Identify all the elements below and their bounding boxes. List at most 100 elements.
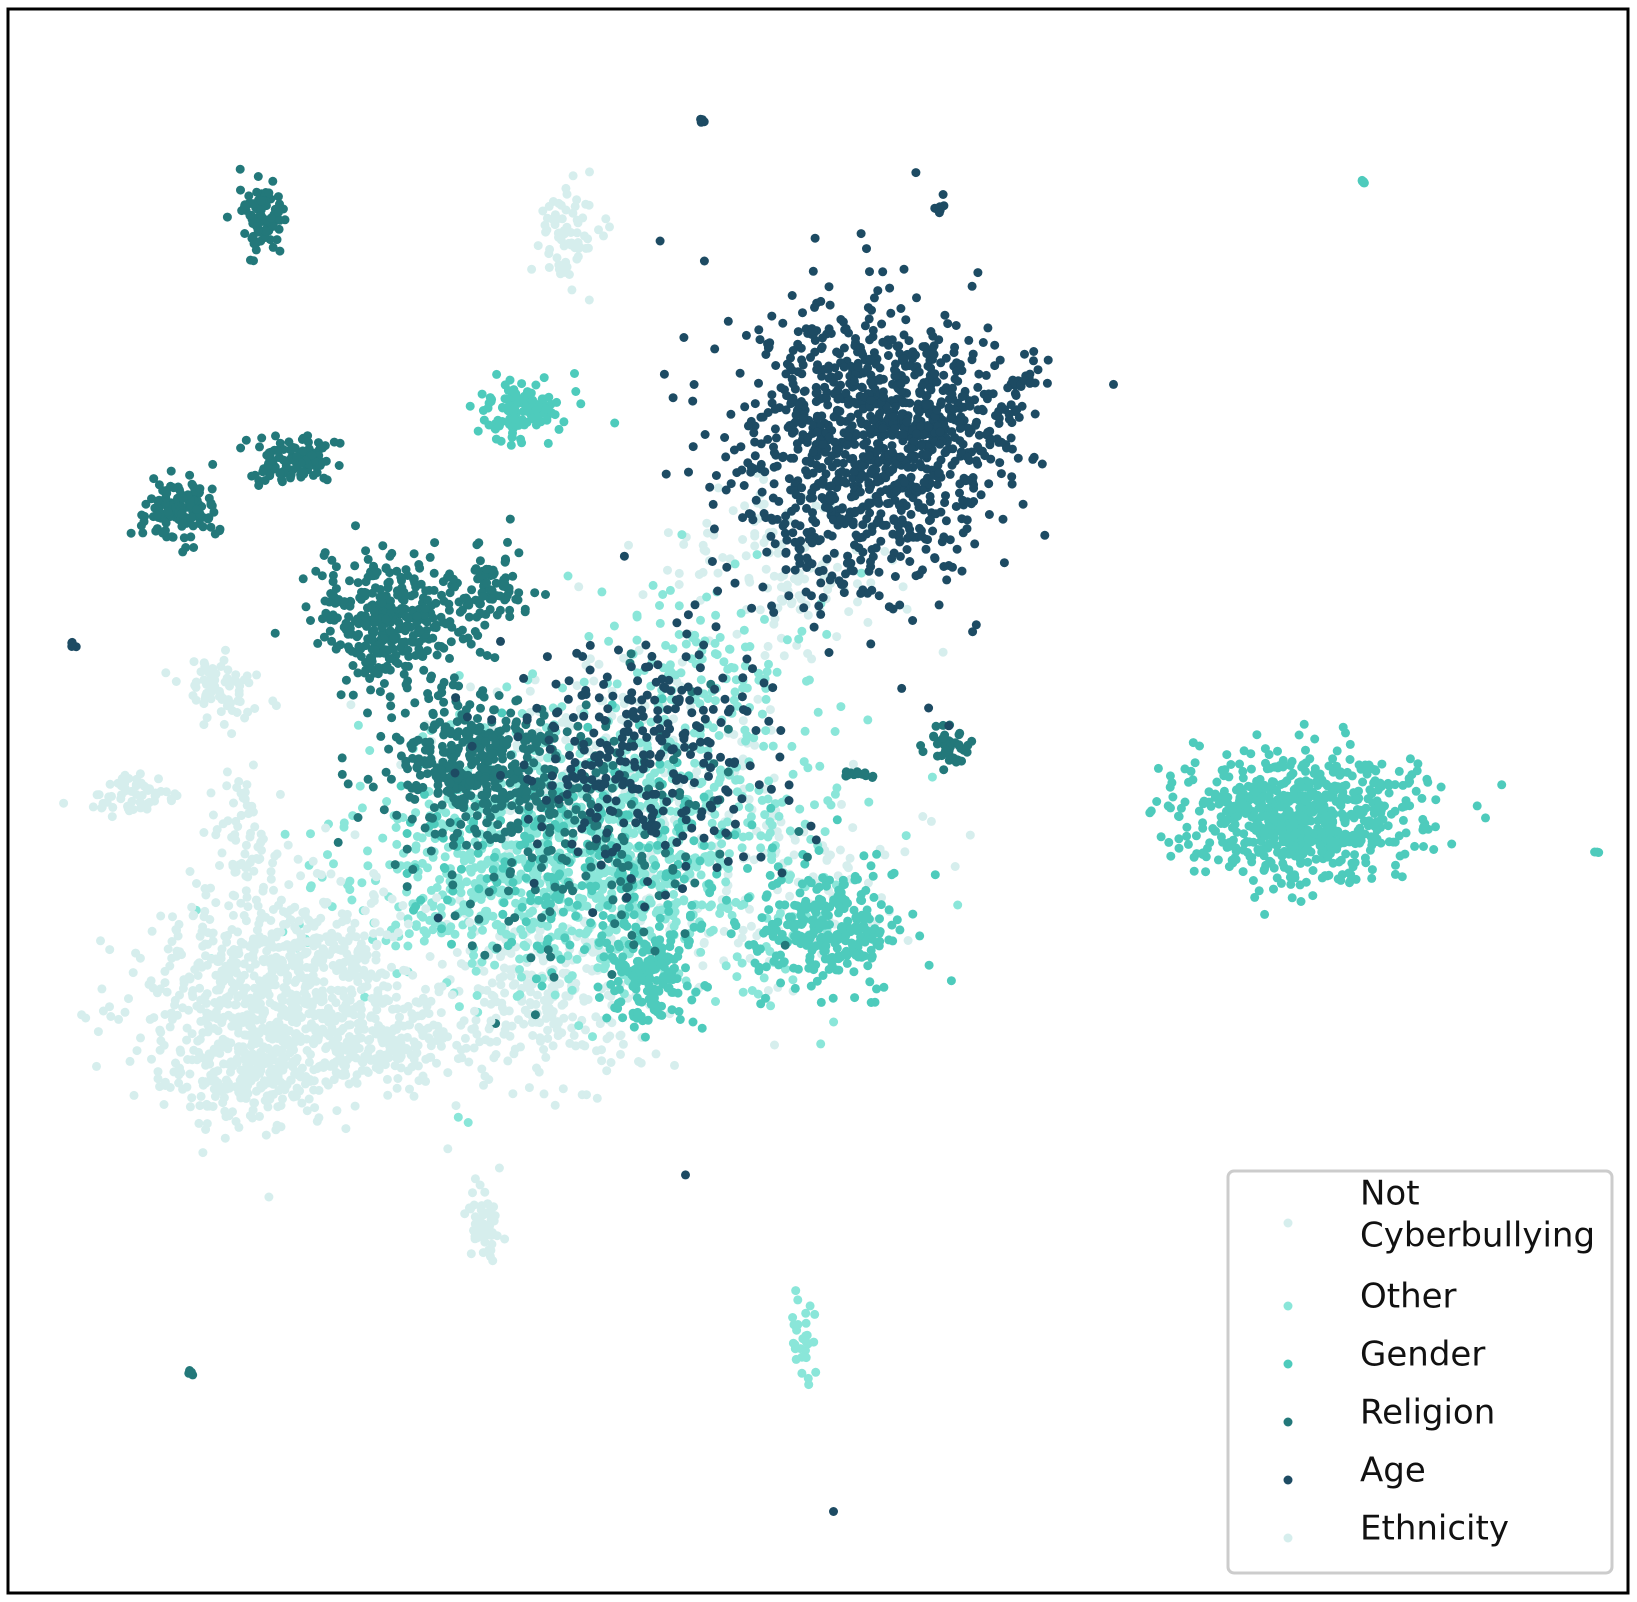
point-gender xyxy=(776,950,785,960)
point-gender xyxy=(800,899,810,909)
point-religion xyxy=(568,886,578,896)
point-age xyxy=(741,330,751,340)
point-religion xyxy=(236,443,246,453)
point-other xyxy=(357,803,367,813)
point-gender xyxy=(1358,777,1368,787)
point-other xyxy=(762,667,772,677)
point-other xyxy=(704,857,714,867)
point-other xyxy=(515,954,525,964)
point-other xyxy=(727,910,737,920)
point-other xyxy=(836,702,846,712)
point-other xyxy=(391,823,401,832)
point-gender xyxy=(646,999,656,1009)
point-not-cyberbullying xyxy=(692,767,702,777)
point-religion xyxy=(941,745,951,755)
point-religion xyxy=(478,686,488,696)
point-religion xyxy=(410,698,420,708)
point-gender xyxy=(869,892,879,902)
point-religion xyxy=(350,561,360,571)
point-other xyxy=(363,846,372,856)
point-religion xyxy=(530,1010,540,1020)
point-religion xyxy=(268,176,278,186)
point-religion xyxy=(476,703,485,713)
point-religion xyxy=(394,617,404,627)
point-gender xyxy=(1377,759,1387,769)
point-other xyxy=(787,741,797,751)
point-other xyxy=(739,899,749,909)
point-gender xyxy=(875,914,884,924)
point-gender xyxy=(531,974,541,984)
point-not-cyberbullying xyxy=(539,995,549,1005)
point-gender xyxy=(507,937,517,947)
point-other xyxy=(550,990,560,1000)
point-religion xyxy=(402,683,412,693)
point-other xyxy=(786,871,795,880)
point-gender xyxy=(946,976,956,986)
point-other xyxy=(765,946,775,956)
point-other xyxy=(456,888,466,898)
point-gender xyxy=(1153,763,1163,773)
point-gender xyxy=(490,852,499,862)
point-not-cyberbullying xyxy=(539,1089,549,1099)
point-religion xyxy=(400,626,410,636)
point-gender xyxy=(827,960,837,970)
point-gender xyxy=(526,896,536,906)
point-religion xyxy=(538,854,548,864)
point-other xyxy=(515,965,524,974)
point-religion xyxy=(360,587,370,597)
point-gender xyxy=(1166,851,1176,861)
point-gender xyxy=(1395,851,1405,861)
point-gender xyxy=(508,878,518,887)
point-other xyxy=(441,808,451,818)
point-religion xyxy=(298,574,308,584)
point-not-cyberbullying xyxy=(674,568,684,578)
point-religion xyxy=(270,628,280,638)
point-other xyxy=(668,644,678,654)
point-age xyxy=(781,547,791,557)
point-gender xyxy=(695,856,705,866)
point-other xyxy=(832,783,842,793)
point-gender xyxy=(729,917,739,927)
point-gender xyxy=(465,401,475,411)
point-gender xyxy=(754,962,764,972)
point-other xyxy=(418,912,428,922)
point-other xyxy=(791,1354,801,1364)
point-religion xyxy=(715,849,725,859)
point-gender xyxy=(744,940,754,950)
point-gender xyxy=(655,935,665,945)
point-other xyxy=(632,635,642,645)
point-other xyxy=(820,827,830,837)
point-other xyxy=(466,888,476,897)
point-other xyxy=(558,683,567,693)
point-gender xyxy=(775,900,784,910)
point-gender xyxy=(1315,841,1325,851)
point-gender xyxy=(550,410,560,420)
point-other xyxy=(800,726,810,736)
point-other xyxy=(712,650,722,660)
point-gender xyxy=(1405,754,1415,764)
point-religion xyxy=(318,614,327,624)
point-other xyxy=(655,601,664,610)
point-other xyxy=(453,848,463,858)
point-not-cyberbullying xyxy=(800,574,810,584)
point-not-cyberbullying xyxy=(479,1080,488,1090)
point-gender xyxy=(537,981,547,991)
point-gender xyxy=(1306,807,1316,816)
point-gender xyxy=(1254,886,1264,896)
point-other xyxy=(511,898,521,908)
point-other xyxy=(805,1301,815,1311)
point-not-cyberbullying xyxy=(848,823,858,833)
point-other xyxy=(669,889,679,899)
point-gender xyxy=(477,389,487,399)
point-gender xyxy=(700,981,710,990)
point-age xyxy=(771,433,781,443)
point-religion xyxy=(465,753,475,763)
point-gender xyxy=(832,930,842,940)
point-not-cyberbullying xyxy=(713,483,723,493)
point-not-cyberbullying xyxy=(670,1060,679,1070)
point-religion xyxy=(241,435,251,445)
point-not-cyberbullying xyxy=(741,551,751,561)
point-not-cyberbullying xyxy=(497,998,507,1008)
point-gender xyxy=(1305,754,1315,764)
point-gender xyxy=(572,900,582,910)
